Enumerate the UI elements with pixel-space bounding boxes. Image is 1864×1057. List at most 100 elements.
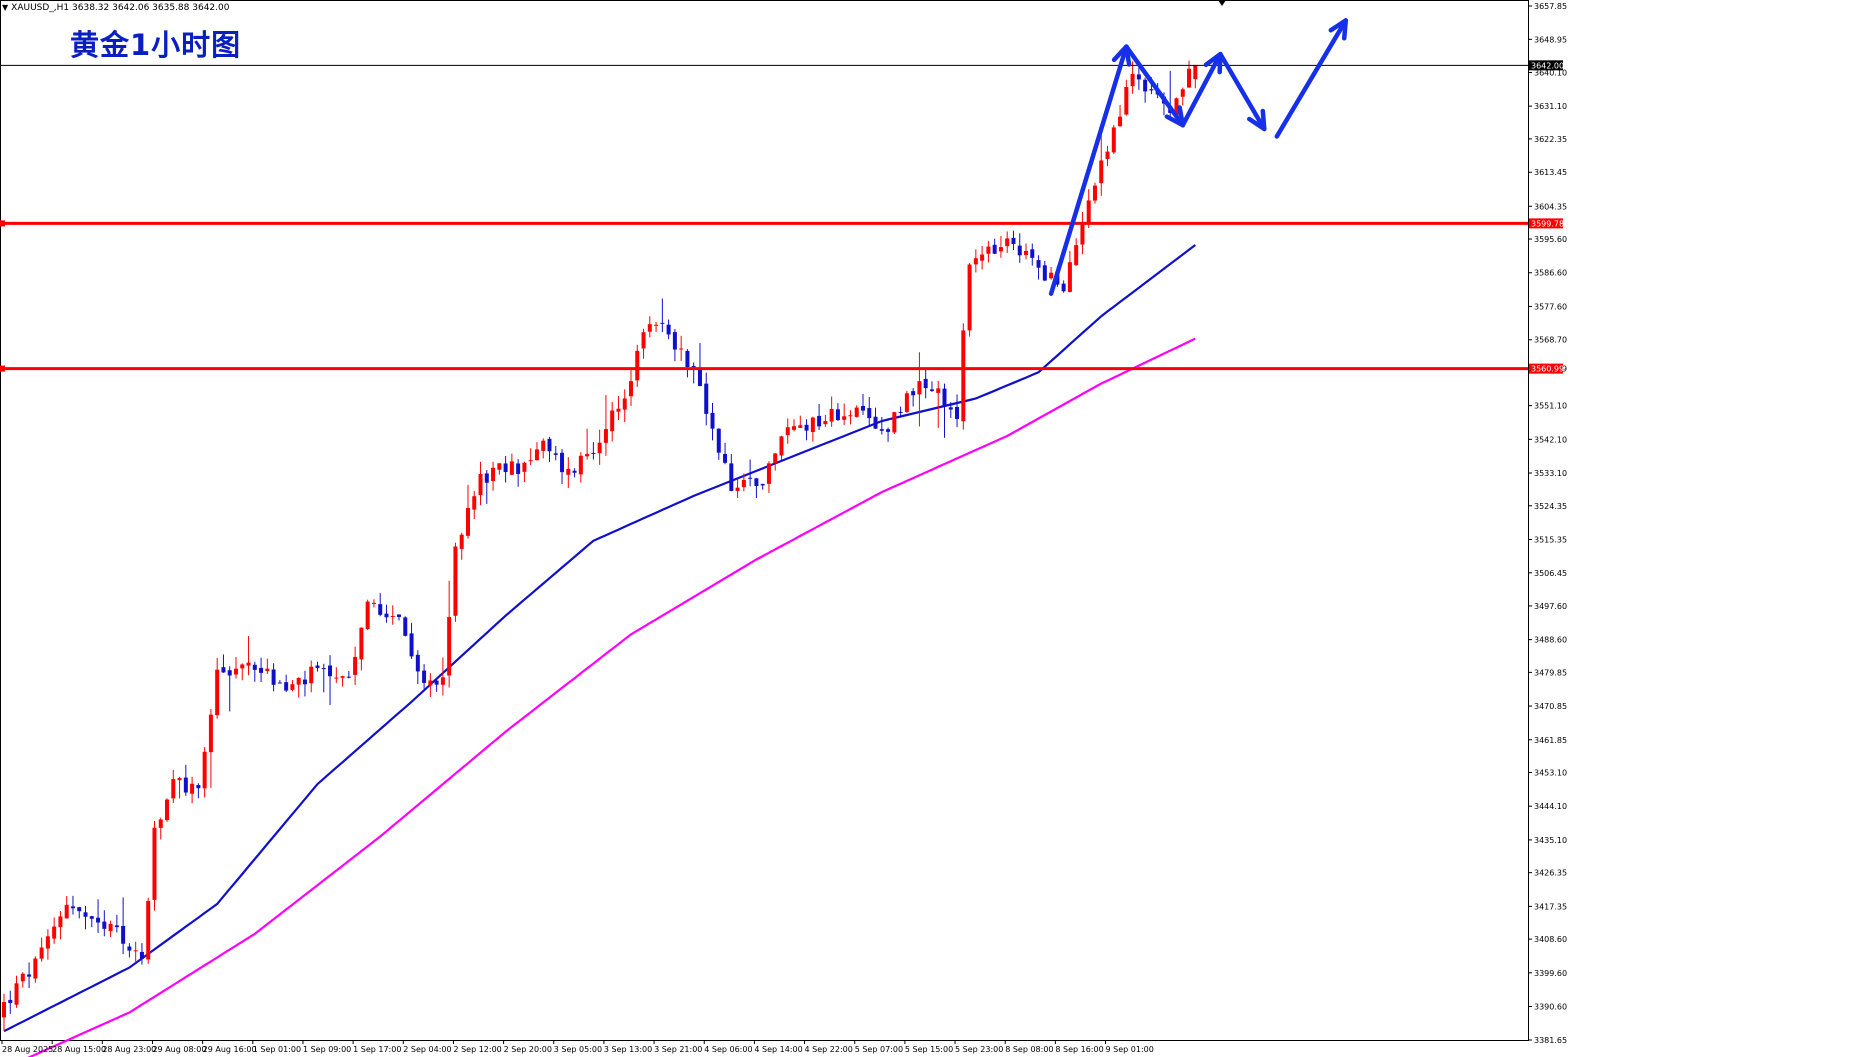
candle-body	[284, 682, 289, 691]
candle-body	[1193, 65, 1198, 80]
candle-body	[748, 477, 753, 479]
candle-body	[340, 676, 345, 678]
x-tick-label: 28 Aug 23:00	[102, 1045, 156, 1054]
ma-fast-line	[3, 244, 1196, 1033]
candle-body	[434, 680, 439, 685]
y-tick-label: 3399.60	[1534, 969, 1567, 978]
candle-body	[422, 670, 427, 683]
level-handle-2[interactable]	[0, 365, 5, 372]
candle-body	[867, 408, 872, 419]
plot-border	[0, 0, 1529, 1041]
candle-body	[697, 367, 702, 386]
candle-body	[64, 904, 69, 919]
candle-body	[1036, 260, 1041, 268]
horizontal-levels[interactable]	[0, 64, 1528, 372]
level-price-tag[interactable]	[1529, 218, 1563, 229]
candle-body	[773, 453, 778, 463]
candle-body	[647, 324, 652, 332]
candle-body	[70, 906, 75, 909]
symbol-dropdown-icon[interactable]: ▼	[2, 3, 9, 12]
level-price-tag-text: 3599.78	[1531, 219, 1564, 228]
candle-body	[992, 244, 997, 254]
candle-body	[453, 546, 458, 616]
candle-body	[89, 916, 94, 919]
candle-body	[158, 819, 163, 828]
candle-body	[484, 473, 489, 483]
candle-body	[20, 973, 25, 982]
current-price-tag	[1529, 60, 1563, 71]
candle-body	[610, 410, 615, 432]
y-tick-label: 3381.65	[1534, 1036, 1567, 1045]
y-tick-label: 3461.85	[1534, 736, 1567, 745]
candle-body	[196, 785, 201, 789]
candle-body	[998, 247, 1003, 252]
y-tick-label: 3640.10	[1534, 68, 1567, 77]
forecast-arrows	[1048, 18, 1349, 296]
candle-body	[679, 348, 684, 350]
x-tick-label: 5 Sep 07:00	[855, 1045, 903, 1054]
candle-body	[760, 483, 765, 486]
candle-body	[1005, 238, 1010, 247]
candle-body	[1049, 272, 1054, 279]
candle-body	[58, 916, 63, 928]
candle-body	[240, 664, 245, 669]
forecast-arrow-shaft	[1274, 18, 1349, 139]
candle-body	[1042, 265, 1047, 281]
y-tick-label: 3533.10	[1534, 469, 1567, 478]
x-tick-label: 4 Sep 06:00	[704, 1045, 752, 1054]
level-handle-1[interactable]	[0, 220, 5, 227]
x-tick-label: 4 Sep 22:00	[805, 1045, 853, 1054]
candle-body	[371, 602, 376, 604]
x-tick-label: 9 Sep 01:00	[1106, 1045, 1154, 1054]
candle-body	[108, 923, 113, 932]
price-axis[interactable]: 3657.85 3648.95 3640.10 3631.10 3622.35 3613.…	[1528, 2, 1567, 1045]
candle-body	[754, 478, 759, 487]
level-price-tag[interactable]	[1529, 363, 1563, 374]
candle-body	[1149, 89, 1154, 91]
candle-body	[215, 669, 220, 716]
candle-body	[942, 388, 947, 406]
candle-body	[246, 662, 251, 666]
candle-body	[798, 425, 803, 428]
candle-body	[1080, 224, 1085, 245]
candle-body	[1011, 237, 1016, 245]
x-tick-label: 2 Sep 20:00	[504, 1045, 552, 1054]
candle-body	[1187, 68, 1192, 88]
candle-body	[315, 665, 320, 669]
chart-shift-marker[interactable]	[1218, 0, 1226, 6]
candle-body	[52, 926, 57, 939]
y-tick-label: 3631.10	[1534, 102, 1567, 111]
candle-body	[986, 246, 991, 254]
candle-body	[848, 415, 853, 417]
candle-body	[685, 350, 690, 367]
candle-body	[854, 407, 859, 417]
candle-body	[509, 461, 514, 475]
y-tick-label: 3488.60	[1534, 636, 1567, 645]
x-tick-label: 2 Sep 12:00	[453, 1045, 501, 1054]
candle-body	[503, 463, 508, 473]
candle-body	[735, 487, 740, 491]
candle-body	[911, 391, 916, 396]
candle-body	[522, 462, 527, 472]
candle-body	[1092, 185, 1097, 201]
candle-body	[309, 666, 314, 684]
candle-body	[961, 330, 966, 422]
candle-body	[365, 601, 370, 630]
candle-body	[403, 617, 408, 636]
candle-body	[1067, 262, 1072, 292]
candle-body	[121, 925, 126, 944]
candle-body	[716, 428, 721, 453]
candle-body	[710, 412, 715, 429]
candle-body	[585, 453, 590, 457]
candle-body	[409, 633, 414, 657]
plot-frame	[0, 0, 1529, 1041]
candle-body	[447, 616, 452, 676]
candle-body	[233, 668, 238, 675]
candle-body	[923, 378, 928, 389]
x-tick-label: 28 Aug 2025	[2, 1045, 53, 1054]
candle-body	[127, 946, 132, 951]
candle-body	[384, 613, 389, 618]
candle-body	[2, 1002, 6, 1018]
